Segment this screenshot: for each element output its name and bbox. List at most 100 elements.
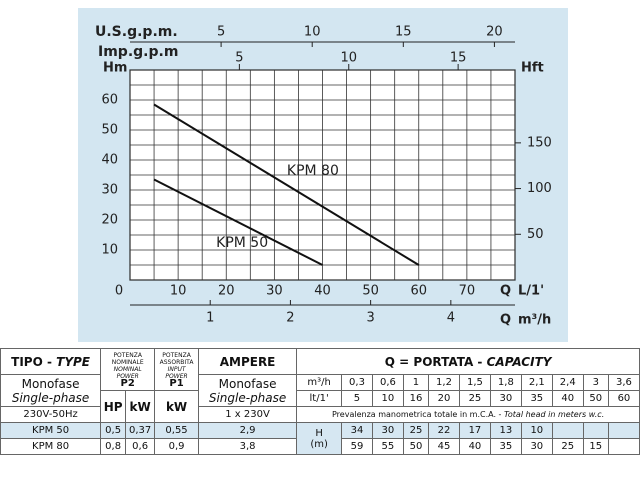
cell: [607, 422, 640, 439]
cell: 0,6: [371, 374, 404, 391]
cell: Prevalenza manometrica totale in m.C.A. …: [296, 406, 640, 423]
x-tick-label: 50: [362, 284, 379, 299]
cell: 30: [520, 438, 553, 455]
cell: KPM 50: [0, 422, 102, 439]
cell: 0,8: [100, 438, 127, 455]
cell: 40: [458, 438, 491, 455]
cell: 5: [341, 390, 373, 407]
cell: 15: [582, 438, 609, 455]
cell: Monofase Single-phase: [197, 374, 298, 407]
axis-unit: m³/h: [518, 313, 551, 328]
cell: 50: [402, 438, 430, 455]
cell: 60: [607, 390, 640, 407]
cell: Q = PORTATA - CAPACITY: [296, 348, 640, 375]
text: Q = PORTATA -: [384, 354, 483, 369]
y-tick-label: 20: [101, 213, 118, 228]
axis-label: Q: [500, 313, 511, 328]
text: Monofase: [21, 376, 80, 391]
cell: 2,4: [551, 374, 584, 391]
cell: 1: [402, 374, 430, 391]
text: kW: [129, 399, 151, 414]
text: P1: [169, 377, 184, 389]
text: AMPERE: [219, 354, 276, 369]
cell: 25: [458, 390, 491, 407]
text: Single-phase: [11, 390, 90, 405]
cell: m³/h: [296, 374, 343, 391]
cell: 2,1: [520, 374, 553, 391]
x-tick-label: 70: [459, 284, 476, 299]
text: HP: [103, 399, 123, 414]
tick-label: 10: [340, 51, 357, 66]
cell: AMPERE: [197, 348, 298, 375]
cell: 55: [371, 438, 404, 455]
text: kW: [165, 399, 188, 414]
cell: 230V-50Hz: [0, 406, 102, 423]
series-line: [153, 178, 323, 266]
cell: [607, 438, 640, 455]
text: Monofase: [218, 376, 277, 391]
x-axis-unit: L/1': [518, 284, 544, 299]
y-tick-label: 40: [101, 153, 118, 168]
cell: 59: [341, 438, 373, 455]
x-tick-label: 30: [266, 284, 283, 299]
cell: H (m): [296, 422, 343, 455]
cell: 3,8: [197, 438, 298, 455]
cell: 40: [551, 390, 584, 407]
cell: 0,9: [154, 438, 199, 455]
x-tick-label: 60: [410, 284, 427, 299]
tick-label: 5: [217, 25, 225, 40]
cell: 35: [489, 438, 522, 455]
axis-label: Imp.g.p.m: [98, 44, 178, 60]
x-tick-label: 0: [115, 284, 123, 299]
text: H: [315, 427, 323, 439]
text: POTENZA: [162, 351, 191, 359]
cell: 17: [458, 422, 491, 439]
cell: kW: [154, 390, 199, 423]
cell: Monofase Single-phase: [0, 374, 102, 407]
text: P2: [120, 377, 135, 389]
tick-label: 10: [304, 25, 321, 40]
cell: TIPO - TYPE: [0, 348, 102, 375]
text: NOMINAL: [113, 365, 142, 373]
text: Single-phase: [208, 390, 287, 405]
tick-label: 150: [527, 135, 552, 150]
cell: lt/1': [296, 390, 343, 407]
cell: 1 x 230V: [197, 406, 298, 423]
cell: 20: [428, 390, 460, 407]
cell: 10: [520, 422, 553, 439]
cell: 3: [582, 374, 609, 391]
text: TYPE: [56, 354, 91, 369]
cell: 3,6: [607, 374, 640, 391]
y-tick-label: 60: [101, 93, 118, 108]
cell: [551, 422, 584, 439]
tick-label: 4: [447, 311, 455, 326]
text: Prevalenza manometrica totale in m.C.A. …: [332, 410, 502, 419]
tick-label: 15: [395, 25, 412, 40]
chart: 10 20 30 40 50 60 0 10 20 30 40 50 60 70 Hm Q L/1' KPM 80…: [78, 8, 568, 342]
text: TIPO -: [11, 354, 52, 369]
tick-label: 3: [366, 311, 374, 326]
series-line: [153, 103, 420, 266]
cell: 0,55: [154, 422, 199, 439]
tick-label: 20: [486, 25, 503, 40]
tick-label: 2: [286, 311, 294, 326]
text: POWER: [116, 372, 139, 380]
x-axis-label: Q: [500, 284, 511, 299]
x-tick-label: 40: [314, 284, 331, 299]
cell: 30: [489, 390, 522, 407]
series-label: KPM 50: [216, 235, 268, 251]
y-tick-label: 10: [101, 243, 118, 258]
text: POWER: [165, 372, 188, 380]
cell: KPM 80: [0, 438, 102, 455]
tick-label: 50: [527, 227, 544, 242]
cell: 1,8: [489, 374, 522, 391]
cell: 45: [428, 438, 460, 455]
cell: POTENZA ASSORBITA INPUT POWER P1: [154, 348, 199, 391]
cell: 1,5: [458, 374, 491, 391]
cell: 30: [371, 422, 404, 439]
cell: 35: [520, 390, 553, 407]
x-tick-label: 10: [170, 284, 187, 299]
cell: POTENZA NOMINALE NOMINAL POWER P2: [100, 348, 156, 391]
cell: 50: [582, 390, 609, 407]
